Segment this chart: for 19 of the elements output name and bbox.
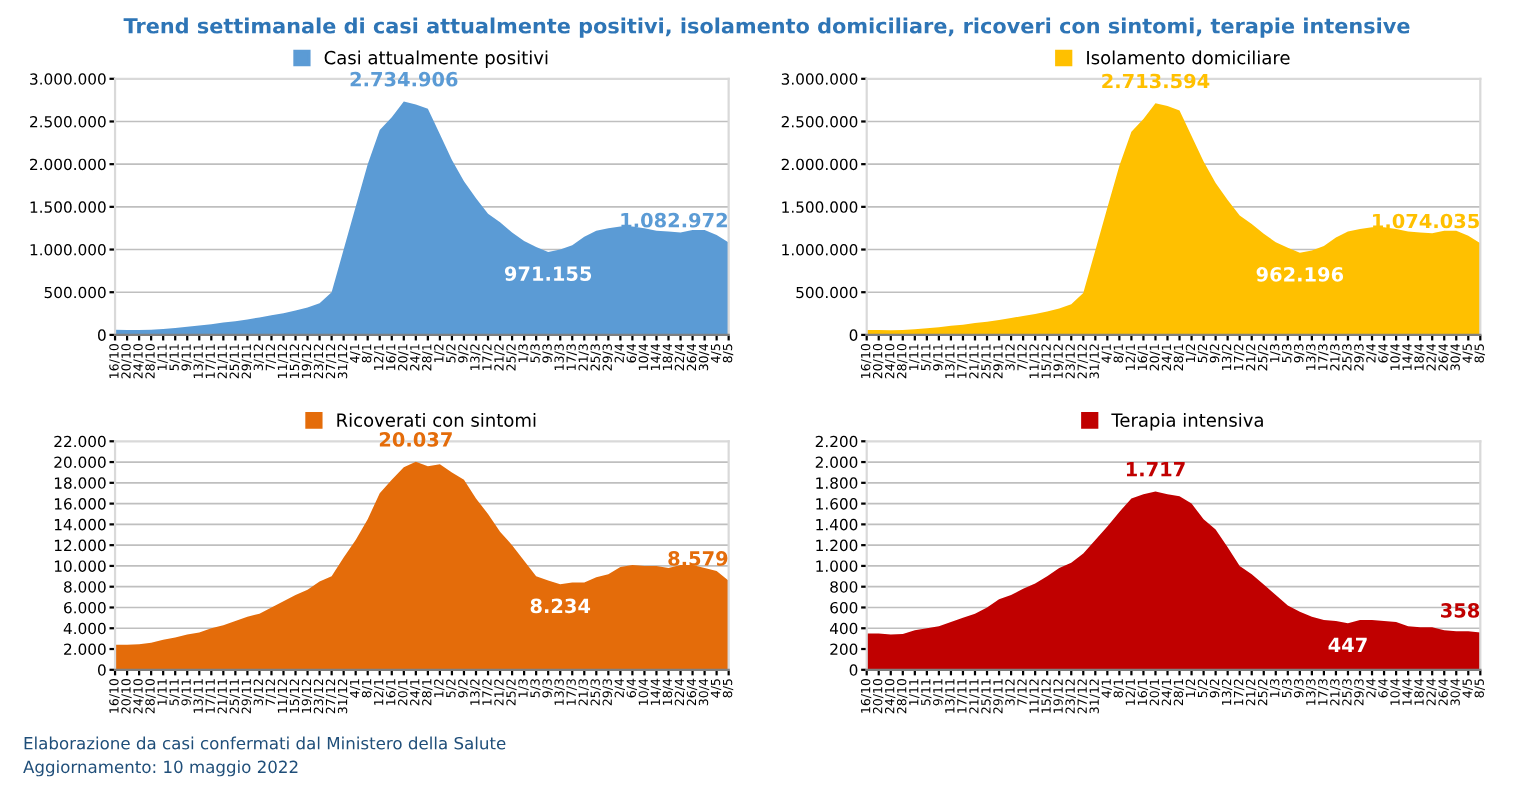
legend-label: Ricoverati con sintomi (337, 412, 536, 427)
data-label: 447 (1328, 637, 1367, 653)
text: Aggiornamento: 10 maggio 2022 (23, 760, 298, 777)
data-label: 20.037 (379, 432, 452, 447)
text: Elaborazione da casi confermati dal Ministero della Salute (24, 736, 506, 750)
data-label: 1.074.035 (1373, 213, 1479, 229)
legend-label: Casi attualmente positivi (324, 50, 548, 68)
legend-label: Terapia intensiva (1111, 412, 1263, 431)
data-label: 971.155 (504, 266, 592, 281)
data-label: 2.734.906 (350, 71, 458, 87)
data-label: 1.717 (1126, 462, 1185, 477)
data-label: 962.196 (1256, 266, 1344, 282)
data-label: 8.579 (668, 551, 728, 566)
data-label: 2.713.594 (1102, 73, 1210, 89)
data-label: 358 (1441, 603, 1480, 618)
chart-title: Trend settimanale di casi attualmente positivi, isolamento domiciliare, ricoveri con sintomi, terapie intensive (123, 17, 1410, 38)
data-label: 8.234 (530, 598, 591, 614)
legend-label: Isolamento domiciliare (1087, 50, 1290, 65)
data-label: 1.082.972 (621, 212, 727, 228)
